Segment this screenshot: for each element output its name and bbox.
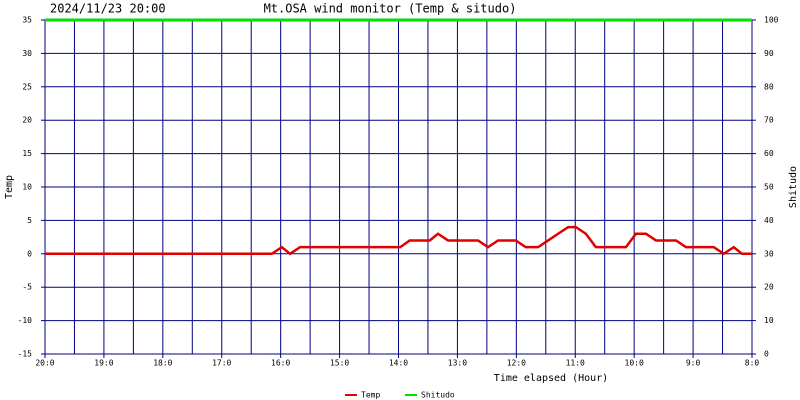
x-tick-label: 11:0 [566,359,585,368]
x-tick-label: 14:0 [389,359,408,368]
x-tick-label: 8:0 [745,359,760,368]
y2-tick-label: 40 [764,216,774,225]
y2-tick-label: 90 [764,49,774,58]
legend-label: Shitudo [421,391,455,400]
x-tick-label: 13:0 [448,359,467,368]
x-tick-label: 19:0 [94,359,113,368]
y2-tick-label: 0 [764,350,769,359]
y2-tick-label: 100 [764,16,779,25]
legend-label: Temp [361,391,380,400]
y2-tick-label: 70 [764,116,774,125]
y2-tick-label: 50 [764,183,774,192]
y-tick-label: 30 [22,49,32,58]
x-tick-label: 15:0 [330,359,349,368]
chart-title: Mt.OSA wind monitor (Temp & situdo) [264,2,517,16]
y-tick-label: -15 [18,350,33,359]
y-tick-label: 25 [22,82,32,91]
y2-axis-label: Shitudo [788,166,799,208]
y2-tick-label: 10 [764,316,774,325]
series-line [45,225,752,256]
y2-tick-label: 30 [764,249,774,258]
x-tick-label: 9:0 [686,359,701,368]
x-tick-label: 16:0 [271,359,290,368]
y-tick-label: 0 [27,249,32,258]
y-tick-label: -5 [22,283,32,292]
y2-tick-label: 60 [764,149,774,158]
y2-tick-label: 20 [764,283,774,292]
x-tick-label: 20:0 [35,359,54,368]
y-tick-label: 15 [22,149,32,158]
y-tick-label: 5 [27,216,32,225]
y-tick-label: 10 [22,183,32,192]
y-axis-label: Temp [4,175,15,199]
y-tick-label: 35 [22,16,32,25]
x-tick-label: 18:0 [153,359,172,368]
x-axis-label: Time elapsed (Hour) [494,373,608,384]
x-tick-label: 10:0 [625,359,644,368]
y-tick-label: 20 [22,116,32,125]
y-tick-label: -10 [18,316,33,325]
chart-subtitle: 2024/11/23 20:00 [50,2,166,16]
x-tick-label: 17:0 [212,359,231,368]
y2-tick-label: 80 [764,82,774,91]
x-tick-label: 12:0 [507,359,526,368]
